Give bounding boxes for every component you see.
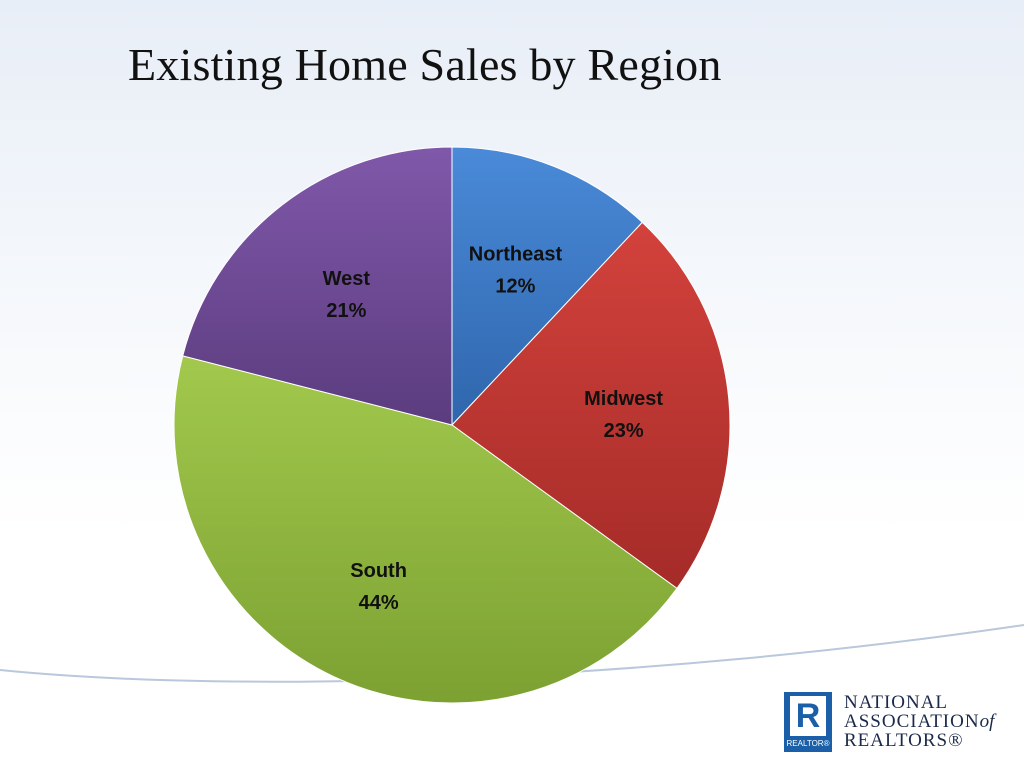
slice-value-west: 21% [326, 300, 366, 322]
logo-mark-caption: REALTOR® [786, 739, 830, 748]
pie-slice-west [182, 146, 453, 426]
logo-text-line-1: NATIONAL [844, 692, 949, 713]
nar-logo: R REALTOR® NATIONAL ASSOCIATIONof REALTO… [784, 692, 1014, 756]
slice-label-midwest: Midwest [584, 388, 663, 410]
slice-label-northeast: Northeast [469, 244, 563, 266]
slice-value-midwest: 23% [604, 420, 644, 442]
slice-value-northeast: 12% [495, 276, 535, 298]
chart-title: Existing Home Sales by Region [128, 39, 722, 90]
logo-text-of: of [979, 711, 995, 732]
pie-slice-south [173, 355, 678, 704]
realtor-r-logo-icon: R REALTOR® [784, 692, 832, 752]
logo-r-letter: R [790, 696, 826, 736]
logo-text-line-3: REALTORS® [844, 730, 964, 751]
slice-label-south: South [350, 560, 407, 582]
pie-slice-northeast [451, 146, 644, 427]
slice-value-south: 44% [359, 592, 399, 614]
pie-slice-midwest [451, 221, 731, 590]
logo-text-association: ASSOCIATION [844, 711, 980, 732]
logo-text-line-2: ASSOCIATIONof [844, 712, 994, 732]
slice-label-west: West [323, 268, 371, 290]
